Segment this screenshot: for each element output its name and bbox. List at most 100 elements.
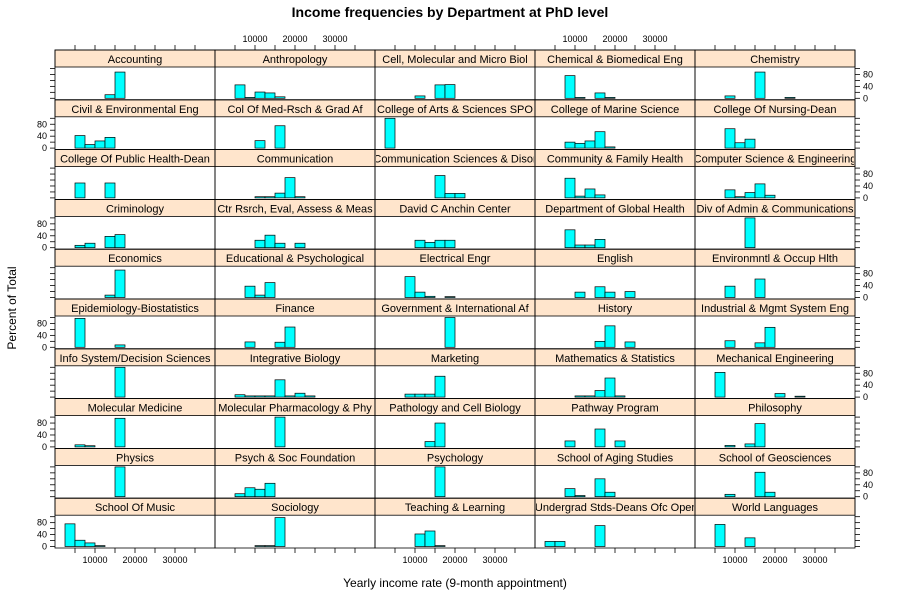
x-tick-label: 30000 xyxy=(802,555,827,565)
histogram-bar xyxy=(454,193,466,199)
histogram-bar xyxy=(744,537,756,547)
strip-label: Molecular Medicine xyxy=(88,403,183,415)
histogram-bar xyxy=(294,242,306,249)
histogram-bar xyxy=(724,285,736,298)
histogram-bar xyxy=(74,182,86,199)
histogram-bar xyxy=(294,392,306,398)
strip-label: Mathematics & Statistics xyxy=(555,353,675,365)
panel-18: Mathematics & Statistics xyxy=(534,348,696,399)
histogram-bar xyxy=(264,395,276,398)
x-tick-label: 20000 xyxy=(602,34,627,44)
y-tick-label: 0 xyxy=(42,442,47,452)
y-tick-label: 40 xyxy=(37,231,47,241)
strip-label: Civil & Environmental Eng xyxy=(71,104,198,116)
histogram-bar xyxy=(284,326,296,348)
histogram-bar xyxy=(624,341,636,348)
histogram-bar xyxy=(584,244,596,249)
histogram-bar xyxy=(544,541,556,547)
histogram-bar xyxy=(84,144,96,149)
y-tick-label: 0 xyxy=(863,193,868,203)
histogram-bar xyxy=(244,285,256,298)
panel-2: Teaching & Learning 10000 20000 30000 xyxy=(374,497,536,565)
panel-43: College of Marine Science xyxy=(534,99,696,151)
y-tick-label: 40 xyxy=(37,131,47,141)
y-tick-label: 80 xyxy=(863,368,873,378)
histogram-bar xyxy=(564,488,576,498)
histogram-bar xyxy=(574,395,586,398)
histogram-bar xyxy=(564,141,576,149)
histogram-bar xyxy=(774,393,786,398)
x-tick-label: 10000 xyxy=(402,555,427,565)
x-tick-label: 10000 xyxy=(722,555,747,565)
histogram-bar xyxy=(604,325,616,348)
panels-layer: School Of Music 0 40 80 10000 20000 30000 Socio… xyxy=(37,34,873,565)
strip-label: Criminology xyxy=(106,203,165,215)
strip-label: Department of Global Health xyxy=(545,203,684,215)
histogram-bar xyxy=(104,94,116,99)
strip-label: Sociology xyxy=(271,502,319,514)
panel-22: Government & International Af xyxy=(374,298,536,350)
histogram-bar xyxy=(604,146,616,149)
panel-28: English xyxy=(534,248,696,300)
histogram-bar xyxy=(114,269,126,298)
strip-label: Ctr Rsrch, Eval, Assess & Meas xyxy=(217,203,373,215)
histogram-bar xyxy=(414,291,426,298)
panel-21: Finance xyxy=(214,298,376,350)
panel-34: Div of Admin & Communications xyxy=(694,198,860,250)
panel-20: Epidemiology-Biostatistics 0 40 80 xyxy=(37,298,216,352)
histogram-bar xyxy=(564,75,576,99)
histogram-bar xyxy=(764,491,776,498)
panel-29: Environmntl & Occup Hlth 0 40 80 xyxy=(694,248,873,303)
panel-35: College Of Public Health-Dean xyxy=(50,149,216,200)
x-tick-label: 20000 xyxy=(282,34,307,44)
histogram-bar xyxy=(74,318,86,348)
y-tick-label: 0 xyxy=(863,293,868,303)
strip-label: Epidemiology-Biostatistics xyxy=(71,303,199,315)
x-tick-label: 20000 xyxy=(122,555,147,565)
histogram-bar xyxy=(414,239,426,249)
panel-46: Anthropology 10000 20000 30000 xyxy=(214,34,376,101)
histogram-bar xyxy=(594,131,606,149)
strip-label: Info System/Decision Sciences xyxy=(59,353,211,365)
histogram-bar xyxy=(754,423,766,448)
histogram-bar xyxy=(274,517,286,547)
histogram-bar xyxy=(584,188,596,199)
histogram-bar xyxy=(434,422,446,448)
histogram-bar xyxy=(94,140,106,149)
histogram-bar xyxy=(594,428,606,448)
panel-9: School of Geosciences 0 40 80 xyxy=(694,447,873,502)
panel-17: Marketing xyxy=(374,348,536,399)
histogram-bar xyxy=(114,71,126,99)
strip-label: College of Arts & Sciences SPO xyxy=(377,104,533,116)
histogram-bar xyxy=(114,366,126,398)
y-tick-label: 80 xyxy=(37,119,47,129)
histogram-bar xyxy=(264,196,276,199)
panel-45: Accounting xyxy=(50,45,216,101)
histogram-bar xyxy=(444,84,456,99)
histogram-bar xyxy=(264,282,276,298)
histogram-bar xyxy=(244,97,256,99)
histogram-bar xyxy=(444,193,456,199)
y-tick-label: 40 xyxy=(863,81,873,91)
strip-label: Psych & Soc Foundation xyxy=(235,452,355,464)
histogram-bar xyxy=(594,478,606,498)
histogram-bar xyxy=(734,196,746,199)
histogram-bar xyxy=(234,493,246,498)
panel-5: Physics xyxy=(50,447,216,499)
y-tick-label: 0 xyxy=(863,392,868,402)
histogram-bar xyxy=(274,341,286,348)
histogram-bar xyxy=(74,244,86,249)
panel-31: Ctr Rsrch, Eval, Assess & Meas xyxy=(214,198,376,250)
strip-label: Communication xyxy=(257,154,333,166)
strip-label: Integrative Biology xyxy=(250,353,341,365)
histogram-bar xyxy=(254,545,266,547)
strip-label: Finance xyxy=(275,303,314,315)
histogram-bar xyxy=(254,140,266,149)
panel-7: Psychology xyxy=(374,447,536,499)
panel-42: College of Arts & Sciences SPO xyxy=(374,99,536,151)
strip-label: Accounting xyxy=(108,54,162,66)
histogram-bar xyxy=(234,84,246,99)
panel-8: School of Aging Studies xyxy=(534,447,696,499)
histogram-bar xyxy=(384,117,396,149)
histogram-bar xyxy=(114,234,126,249)
